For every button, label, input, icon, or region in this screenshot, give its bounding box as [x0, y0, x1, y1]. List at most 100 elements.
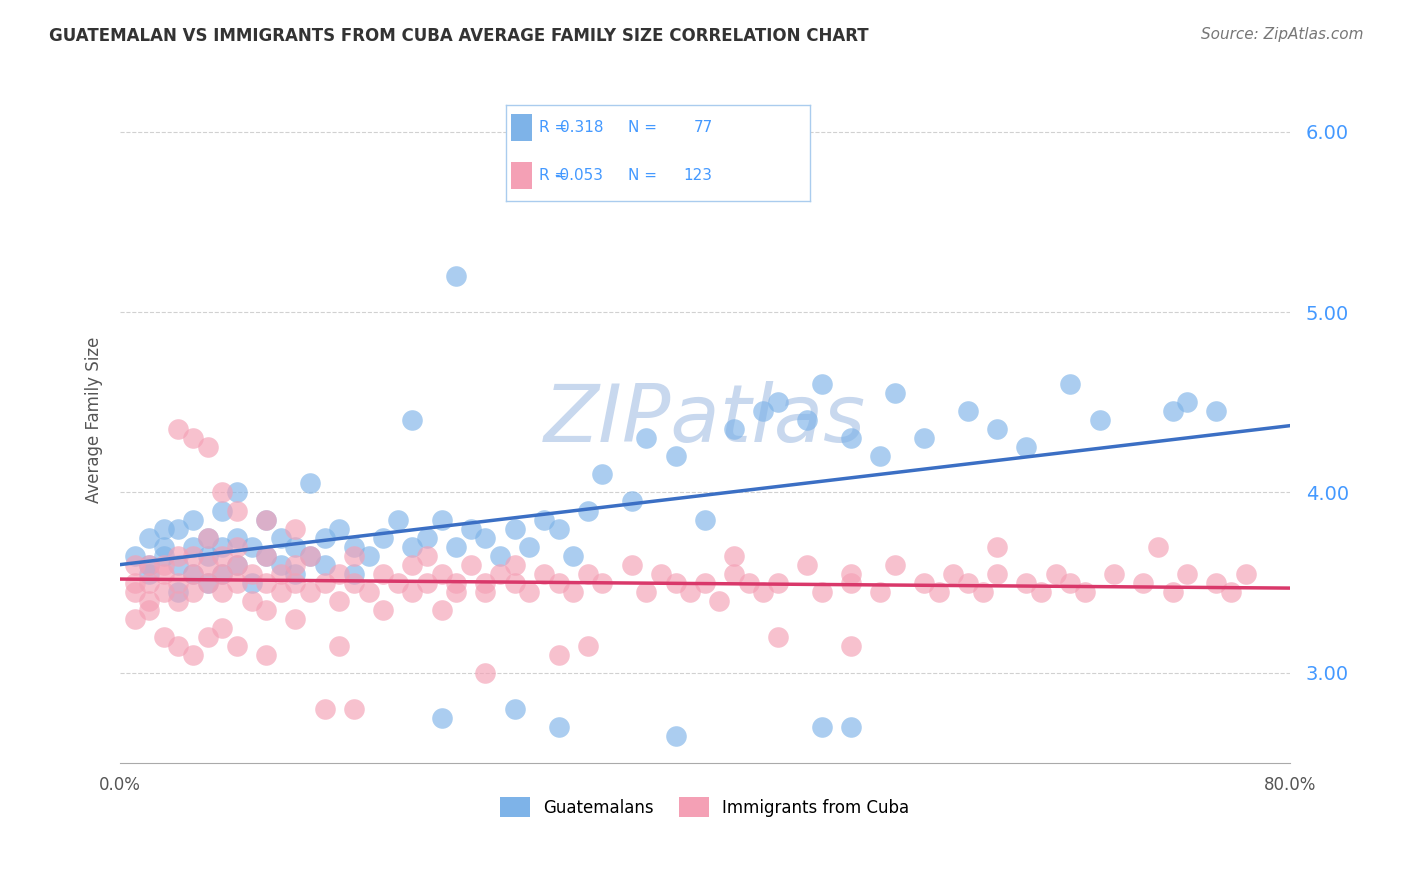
- Point: [226, 575, 249, 590]
- Text: ZIPatlas: ZIPatlas: [544, 381, 866, 459]
- Point: [956, 404, 979, 418]
- Point: [314, 575, 336, 590]
- Point: [796, 413, 818, 427]
- Point: [138, 531, 160, 545]
- Point: [533, 566, 555, 581]
- Y-axis label: Average Family Size: Average Family Size: [86, 337, 103, 503]
- Point: [343, 702, 366, 716]
- Point: [167, 549, 190, 563]
- Point: [810, 377, 832, 392]
- Point: [474, 584, 496, 599]
- Point: [1015, 575, 1038, 590]
- Point: [357, 549, 380, 563]
- Point: [1015, 441, 1038, 455]
- Point: [197, 549, 219, 563]
- Point: [343, 566, 366, 581]
- Point: [839, 720, 862, 734]
- Point: [284, 522, 307, 536]
- Point: [576, 503, 599, 517]
- Point: [270, 584, 292, 599]
- Point: [430, 711, 453, 725]
- Point: [650, 566, 672, 581]
- Point: [869, 450, 891, 464]
- Point: [284, 575, 307, 590]
- Point: [460, 558, 482, 572]
- Point: [153, 566, 176, 581]
- Point: [562, 584, 585, 599]
- Point: [124, 612, 146, 626]
- Point: [270, 566, 292, 581]
- Point: [986, 540, 1008, 554]
- Point: [796, 558, 818, 572]
- Point: [181, 549, 204, 563]
- Point: [474, 575, 496, 590]
- Point: [211, 621, 233, 635]
- Point: [591, 467, 613, 482]
- Point: [181, 566, 204, 581]
- Point: [254, 512, 277, 526]
- Point: [343, 575, 366, 590]
- Point: [547, 522, 569, 536]
- Point: [124, 584, 146, 599]
- Point: [942, 566, 965, 581]
- Point: [197, 558, 219, 572]
- Point: [226, 558, 249, 572]
- Point: [153, 584, 176, 599]
- Point: [1147, 540, 1170, 554]
- Point: [226, 540, 249, 554]
- Point: [211, 540, 233, 554]
- Point: [810, 720, 832, 734]
- Point: [181, 584, 204, 599]
- Point: [197, 531, 219, 545]
- Point: [387, 512, 409, 526]
- Point: [709, 593, 731, 607]
- Point: [284, 558, 307, 572]
- Point: [503, 575, 526, 590]
- Point: [211, 485, 233, 500]
- Point: [503, 522, 526, 536]
- Point: [547, 648, 569, 662]
- Point: [284, 566, 307, 581]
- Point: [254, 549, 277, 563]
- Point: [636, 584, 658, 599]
- Point: [299, 549, 322, 563]
- Point: [972, 584, 994, 599]
- Point: [197, 630, 219, 644]
- Point: [1205, 404, 1227, 418]
- Point: [839, 575, 862, 590]
- Point: [226, 558, 249, 572]
- Point: [547, 575, 569, 590]
- Point: [401, 558, 423, 572]
- Point: [254, 603, 277, 617]
- Point: [270, 531, 292, 545]
- Point: [197, 575, 219, 590]
- Point: [489, 549, 512, 563]
- Point: [956, 575, 979, 590]
- Point: [124, 558, 146, 572]
- Point: [371, 603, 394, 617]
- Point: [986, 566, 1008, 581]
- Point: [444, 268, 467, 283]
- Point: [460, 522, 482, 536]
- Point: [181, 431, 204, 445]
- Point: [517, 540, 540, 554]
- Point: [138, 566, 160, 581]
- Point: [723, 422, 745, 436]
- Point: [167, 558, 190, 572]
- Point: [270, 558, 292, 572]
- Point: [737, 575, 759, 590]
- Point: [299, 476, 322, 491]
- Point: [693, 575, 716, 590]
- Point: [576, 566, 599, 581]
- Point: [576, 639, 599, 653]
- Point: [517, 584, 540, 599]
- Point: [839, 566, 862, 581]
- Point: [211, 584, 233, 599]
- Point: [1074, 584, 1097, 599]
- Point: [1059, 377, 1081, 392]
- Point: [124, 575, 146, 590]
- Point: [167, 593, 190, 607]
- Point: [328, 522, 350, 536]
- Point: [181, 540, 204, 554]
- Point: [883, 558, 905, 572]
